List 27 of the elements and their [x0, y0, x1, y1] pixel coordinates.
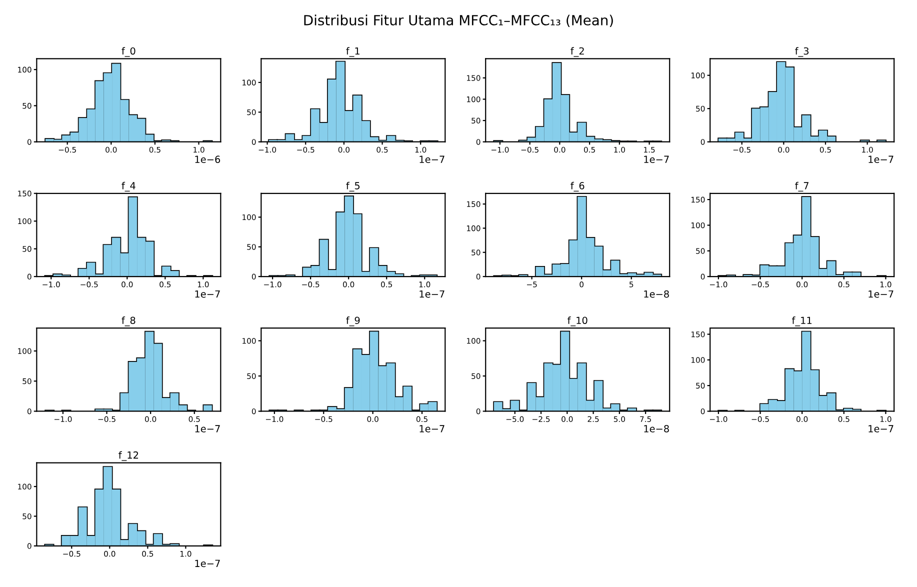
x-axis-title: 1e−8 [644, 290, 669, 298]
x-axis-title: 1e−7 [644, 156, 669, 164]
chart-title: f_3 [795, 47, 809, 57]
x-axis-title: 1e−8 [644, 425, 669, 432]
x-axis-title: 1e−7 [868, 290, 894, 298]
chart-title: f_6 [570, 182, 584, 192]
chart-title: f_11 [792, 316, 812, 326]
chart-title: f_10 [568, 316, 588, 326]
text: Distribusi Fitur Utama MFCC₁–MFCC₁₃ (Mean) [304, 14, 613, 28]
x-axis-title: 1e−7 [868, 425, 894, 432]
chart-title: f_12 [118, 451, 138, 461]
chart-title: f_8 [122, 316, 136, 326]
chart-title: f_5 [346, 182, 360, 192]
x-axis-title: 1e−7 [195, 560, 220, 568]
chart-title: f_4 [122, 182, 136, 192]
chart-title: f_9 [346, 316, 360, 326]
x-axis-title: 1e−6 [195, 156, 220, 164]
x-axis-title: 1e−7 [195, 290, 220, 298]
x-axis-title: 1e−7 [420, 156, 444, 164]
x-axis-title: 1e−7 [420, 290, 444, 298]
x-axis-title: 1e−7 [420, 425, 444, 432]
chart-title: f_0 [122, 47, 136, 57]
chart-title: f_2 [570, 47, 584, 57]
x-axis-title: 1e−7 [868, 156, 894, 164]
x-axis-title: 1e−7 [195, 425, 220, 432]
chart-title: f_1 [346, 47, 360, 57]
chart-title: f_7 [795, 182, 808, 192]
